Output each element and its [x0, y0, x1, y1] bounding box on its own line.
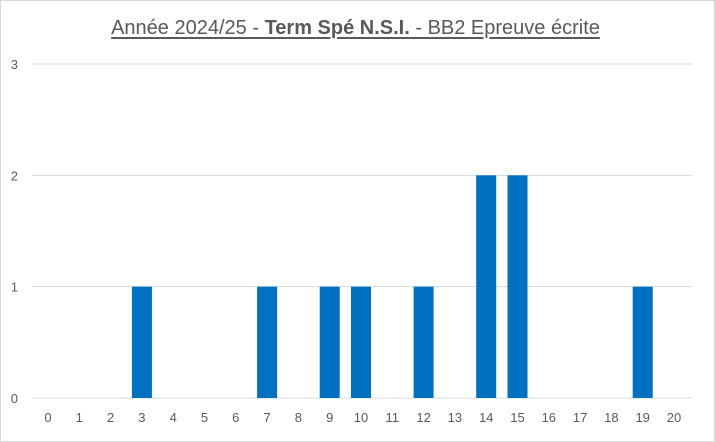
- y-tick-label: 0: [11, 391, 18, 406]
- bar: [351, 286, 371, 398]
- bar: [632, 286, 653, 398]
- x-tick-label: 15: [510, 410, 524, 425]
- chart-title-part3: - BB2 Epreuve écrite: [409, 17, 600, 39]
- y-tick-label: 3: [11, 57, 18, 72]
- x-tick-label: 14: [479, 410, 493, 425]
- x-tick-label: 12: [416, 410, 430, 425]
- y-tick-label: 1: [11, 280, 18, 295]
- x-tick-label: 10: [354, 410, 368, 425]
- bar: [257, 286, 278, 398]
- x-tick-label: 0: [44, 410, 51, 425]
- x-tick-label: 8: [295, 410, 302, 425]
- chart-title: Année 2024/25 - Term Spé N.S.I. - BB2 Ep…: [0, 17, 711, 40]
- chart-title-part2: Term Spé N.S.I.: [264, 17, 410, 39]
- bar: [413, 286, 434, 398]
- bar: [507, 175, 528, 398]
- x-tick-label: 20: [667, 410, 681, 425]
- x-tick-label: 16: [542, 410, 556, 425]
- x-tick-label: 3: [138, 410, 145, 425]
- x-tick-label: 5: [201, 410, 208, 425]
- chart-title-part1: Année 2024/25 -: [111, 17, 265, 39]
- x-tick-label: 1: [76, 410, 83, 425]
- x-tick-label: 2: [107, 410, 114, 425]
- bar: [131, 286, 152, 398]
- x-tick-label: 4: [170, 410, 177, 425]
- x-tick-label: 18: [604, 410, 618, 425]
- y-tick-label: 2: [11, 168, 18, 183]
- bar: [319, 286, 340, 398]
- x-tick-label: 19: [635, 410, 649, 425]
- x-tick-label: 6: [232, 410, 239, 425]
- x-tick-label: 7: [263, 410, 270, 425]
- x-tick-label: 13: [448, 410, 462, 425]
- x-tick-label: 17: [573, 410, 587, 425]
- x-tick-label: 9: [326, 410, 333, 425]
- bar: [476, 175, 497, 398]
- x-tick-label: 11: [386, 410, 400, 425]
